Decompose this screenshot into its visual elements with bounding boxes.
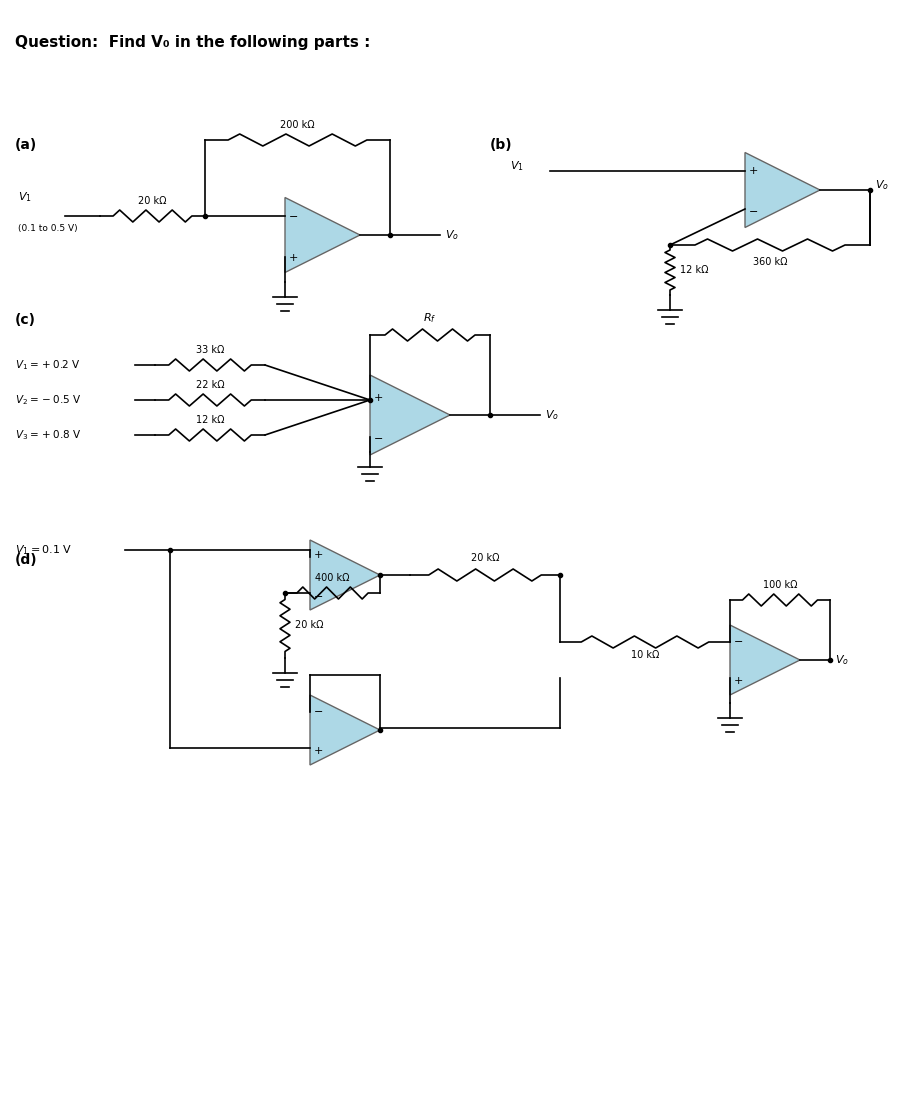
- Text: 200 kΩ: 200 kΩ: [281, 120, 315, 130]
- Text: $V_3=+0.8$ V: $V_3=+0.8$ V: [15, 428, 81, 442]
- Text: $V_o$: $V_o$: [445, 228, 459, 242]
- Text: (a): (a): [15, 138, 38, 152]
- Text: $-$: $-$: [733, 635, 743, 645]
- Polygon shape: [730, 625, 800, 696]
- Polygon shape: [310, 696, 380, 765]
- Text: $-$: $-$: [288, 211, 298, 220]
- Text: $+$: $+$: [313, 745, 323, 756]
- Text: 33 kΩ: 33 kΩ: [196, 345, 224, 355]
- Polygon shape: [285, 197, 360, 272]
- Text: (c): (c): [15, 312, 36, 327]
- Text: $V_1 = 0.1$ V: $V_1 = 0.1$ V: [15, 543, 72, 557]
- Text: (b): (b): [490, 138, 513, 152]
- Text: 100 kΩ: 100 kΩ: [763, 580, 797, 590]
- Text: 360 kΩ: 360 kΩ: [753, 256, 788, 267]
- Text: (d): (d): [15, 553, 38, 567]
- Text: 20 kΩ: 20 kΩ: [295, 620, 324, 631]
- Text: $+$: $+$: [373, 392, 383, 402]
- Text: $V_o$: $V_o$: [835, 653, 849, 666]
- Text: $-$: $-$: [373, 432, 383, 442]
- Text: $+$: $+$: [748, 165, 758, 176]
- Text: 20 kΩ: 20 kΩ: [138, 196, 166, 206]
- Text: $V_o$: $V_o$: [875, 178, 889, 192]
- Text: $-$: $-$: [313, 590, 323, 600]
- Text: $R_f$: $R_f$: [424, 311, 436, 325]
- Text: 400 kΩ: 400 kΩ: [315, 573, 349, 584]
- Text: $+$: $+$: [313, 550, 323, 560]
- Text: $+$: $+$: [288, 252, 298, 262]
- Text: 22 kΩ: 22 kΩ: [195, 380, 225, 390]
- Text: $V_1$: $V_1$: [18, 190, 32, 204]
- Text: $+$: $+$: [733, 674, 743, 685]
- Text: $V_2=-0.5$ V: $V_2=-0.5$ V: [15, 393, 82, 407]
- Text: $-$: $-$: [748, 205, 758, 215]
- Text: 12 kΩ: 12 kΩ: [195, 416, 225, 424]
- Text: 12 kΩ: 12 kΩ: [680, 265, 709, 276]
- Text: $V_1=+0.2$ V: $V_1=+0.2$ V: [15, 358, 81, 372]
- Polygon shape: [745, 152, 820, 227]
- Text: Question:  Find V₀ in the following parts :: Question: Find V₀ in the following parts…: [15, 35, 370, 50]
- Text: (0.1 to 0.5 V): (0.1 to 0.5 V): [18, 224, 78, 233]
- Text: $V_o$: $V_o$: [545, 408, 559, 422]
- Polygon shape: [370, 375, 450, 455]
- Polygon shape: [310, 540, 380, 610]
- Text: $V_1$: $V_1$: [510, 159, 524, 172]
- Text: 20 kΩ: 20 kΩ: [470, 553, 499, 563]
- Text: 10 kΩ: 10 kΩ: [631, 650, 659, 660]
- Text: $-$: $-$: [313, 704, 323, 715]
